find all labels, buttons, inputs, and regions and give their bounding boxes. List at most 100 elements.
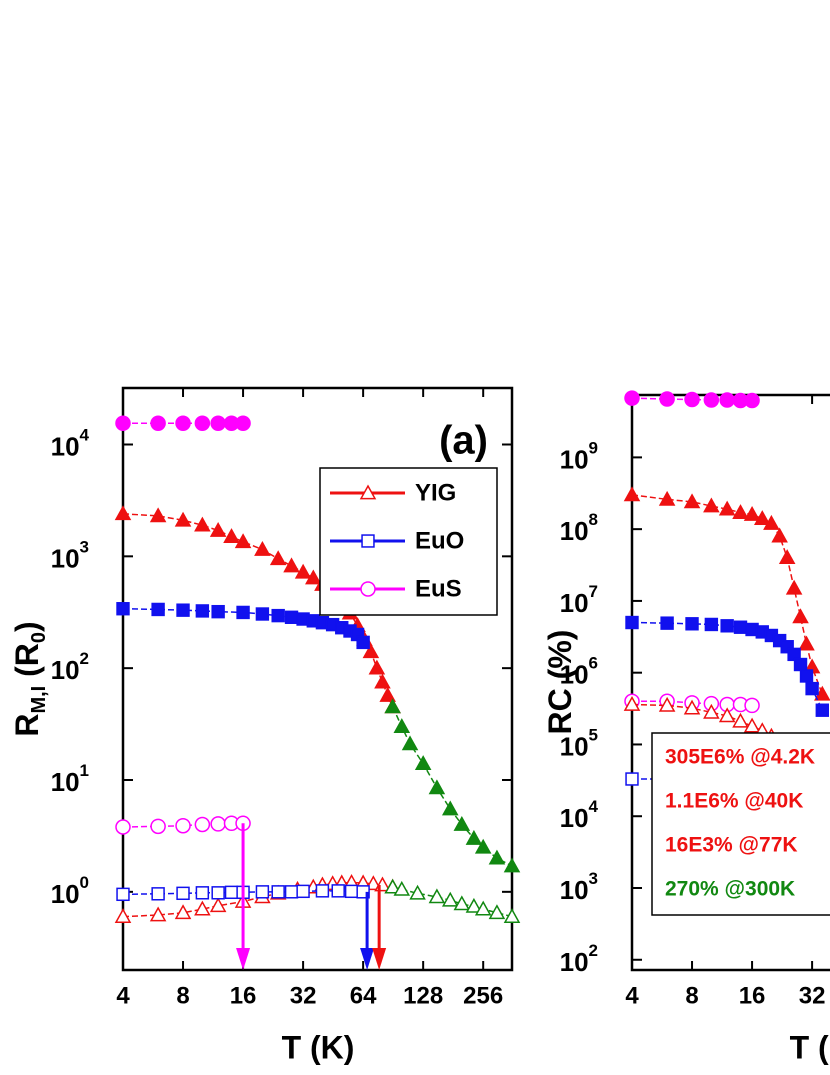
circle-marker (744, 392, 760, 409)
y-axis-label: RC (%) (542, 630, 578, 735)
triangle-marker (393, 880, 411, 896)
triangle-marker (718, 707, 736, 723)
y-tick-exponent: 9 (589, 439, 598, 458)
square-marker (151, 887, 165, 901)
square-marker (799, 669, 814, 683)
circle-marker (684, 391, 700, 408)
circle-marker (175, 817, 191, 834)
square-marker (780, 640, 794, 654)
legend-label: EuS (415, 575, 462, 602)
triangle-marker (305, 569, 322, 585)
triangle-marker (763, 514, 780, 530)
triangle-marker (798, 635, 815, 651)
square-marker (151, 602, 165, 617)
y-label-part: R (9, 714, 45, 737)
circle-marker (659, 391, 675, 407)
triangle-marker (409, 884, 426, 900)
y-tick-exponent: 5 (589, 726, 598, 745)
triangle-marker (732, 504, 749, 519)
square-marker (660, 616, 674, 630)
triangle-marker (474, 838, 492, 854)
circle-marker (150, 415, 166, 431)
y-tick-label: 102 (51, 650, 89, 685)
square-marker (195, 886, 210, 900)
square-marker (625, 772, 639, 786)
square-marker (284, 610, 299, 624)
square-marker (356, 635, 370, 650)
triangle-marker (703, 497, 720, 513)
square-marker (211, 886, 225, 900)
square-marker (625, 615, 639, 630)
arrow-head (236, 948, 251, 970)
triangle-marker (441, 891, 459, 907)
circle-marker (210, 816, 226, 832)
series (625, 615, 829, 717)
series (624, 390, 760, 409)
y-tick-exponent: 3 (589, 869, 598, 888)
y-tick-exponent: 2 (80, 650, 89, 669)
note: 270% @300K (665, 878, 795, 901)
y-tick-base: 10 (51, 879, 80, 909)
triangle-marker (453, 815, 471, 831)
square-marker (793, 657, 808, 672)
triangle-marker (194, 900, 211, 916)
square-marker (685, 617, 699, 631)
plot-frame (630, 393, 830, 972)
triangle-marker (194, 516, 211, 532)
triangle-marker (174, 904, 192, 920)
triangle-marker (365, 875, 382, 891)
square-marker (255, 885, 270, 899)
x-tick-label: 16 (739, 982, 766, 1009)
square-marker (176, 603, 190, 617)
square-marker (284, 885, 299, 899)
y-tick-label: 102 (560, 941, 598, 976)
triangle-marker (743, 505, 761, 521)
triangle-marker (234, 533, 252, 549)
circle-marker (703, 392, 720, 408)
y-tick-exponent: 6 (589, 654, 598, 673)
square-marker (271, 608, 285, 623)
triangle-marker (269, 550, 287, 566)
x-tick-label: 64 (350, 982, 377, 1009)
arrow-head (360, 948, 375, 970)
y-tick-exponent: 3 (80, 538, 89, 557)
y-tick-exponent: 1 (80, 761, 89, 780)
y-tick-exponent: 8 (589, 511, 598, 530)
y-tick-base: 10 (560, 803, 589, 833)
triangle-marker (753, 510, 771, 526)
square-marker (255, 607, 270, 621)
circle-marker (235, 415, 251, 431)
y-tick-label: 101 (51, 761, 89, 796)
series-line (392, 886, 513, 918)
y-label-part: RC (%) (542, 630, 578, 735)
legend-label: YIG (415, 479, 456, 506)
triangle-marker (778, 549, 796, 565)
y-tick-base: 10 (560, 588, 589, 618)
circle-marker (360, 581, 376, 597)
triangle-marker (149, 906, 167, 922)
y-label-subscript: 0 (28, 632, 50, 643)
y-label-part: (R (9, 643, 45, 686)
circle-marker (194, 816, 211, 833)
triangle-marker (732, 712, 749, 728)
notes-box (651, 732, 830, 916)
x-tick-label: 8 (176, 982, 189, 1009)
y-tick-base: 10 (51, 543, 80, 573)
circle-marker (150, 818, 166, 835)
triangle-marker (223, 528, 240, 543)
triangle-marker (379, 686, 396, 702)
plot-frame (121, 386, 514, 972)
triangle-marker (683, 493, 701, 509)
triangle-marker (703, 703, 720, 719)
triangle-marker (414, 755, 432, 771)
note: 305E6% @4.2K (665, 746, 815, 769)
triangle-marker (384, 878, 401, 894)
circle-marker (115, 819, 131, 835)
triangle-marker (283, 557, 300, 573)
y-tick-exponent: 7 (589, 582, 598, 601)
y-tick-label: 106 (560, 654, 598, 689)
y-tick-exponent: 0 (80, 873, 89, 892)
triangle-marker (683, 699, 701, 715)
x-tick-label: 128 (403, 982, 443, 1009)
y-tick-base: 10 (560, 731, 589, 761)
